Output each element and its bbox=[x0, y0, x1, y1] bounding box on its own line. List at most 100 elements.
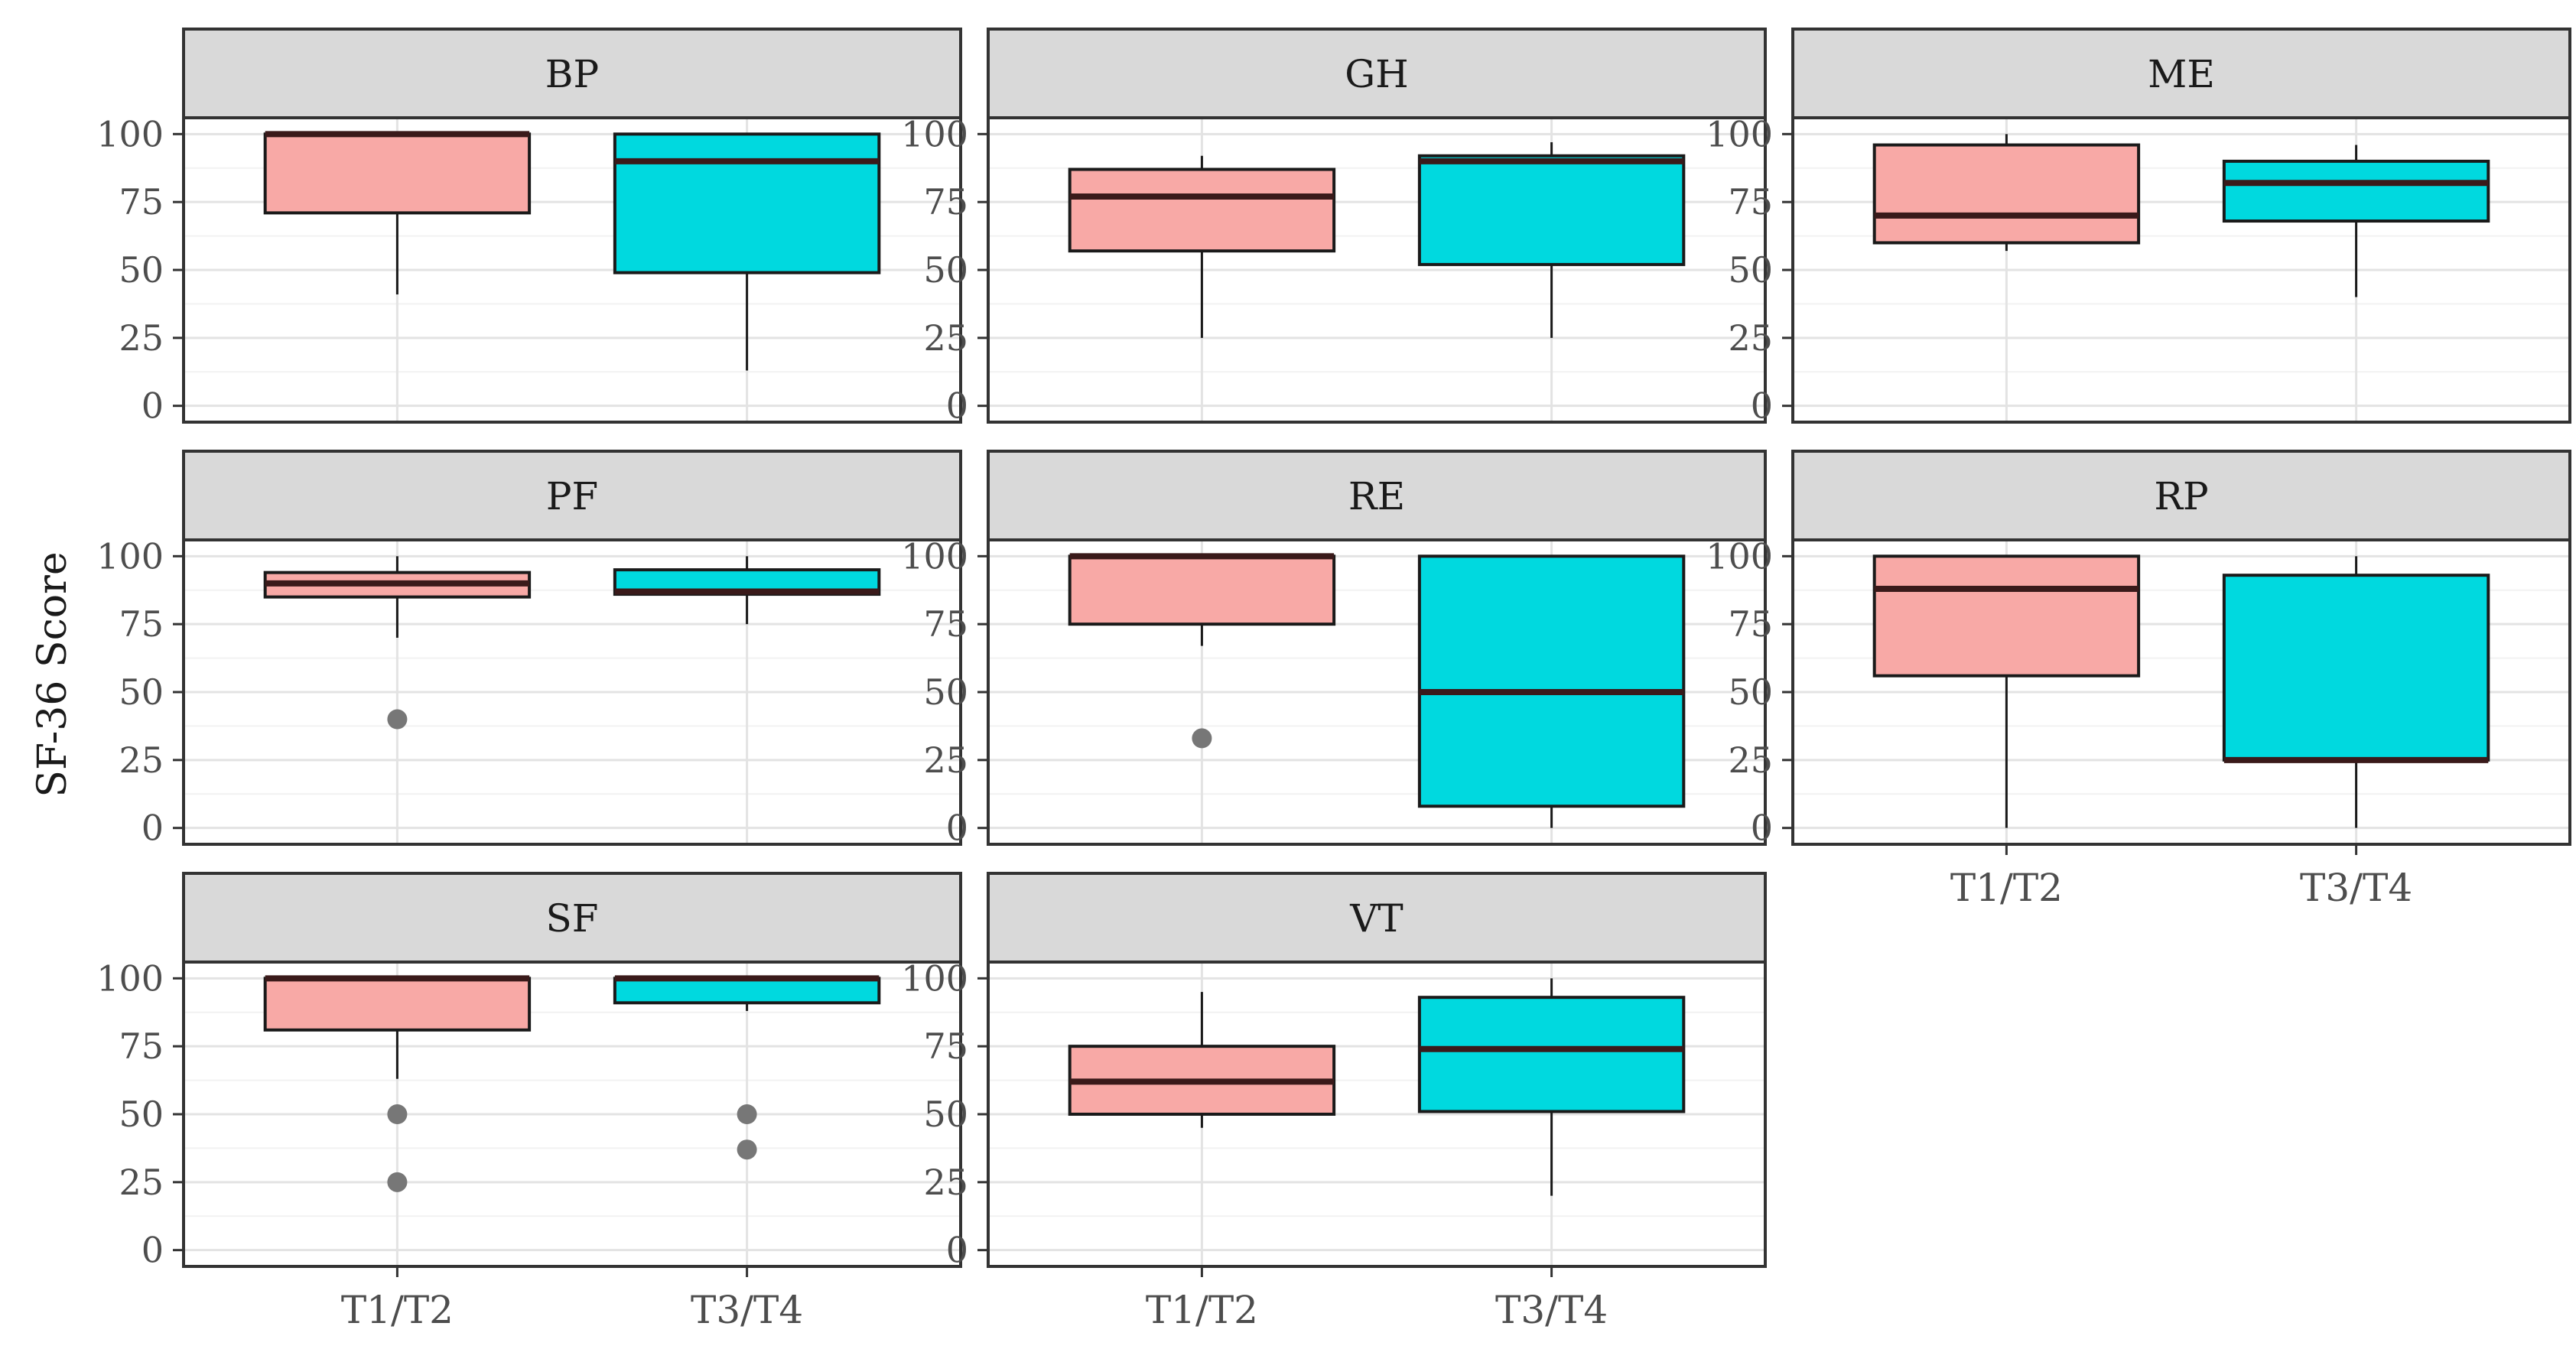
panel-RP: RP 0 25 50 75 100 T1/T2 T3/T4 bbox=[1706, 450, 2571, 910]
y-axis-label: SF-36 Score bbox=[30, 551, 76, 797]
y-tick-label: 25 bbox=[119, 740, 164, 781]
panel-PF: PF 0 25 50 75 100 bbox=[96, 450, 962, 849]
box-RE-T3/T4 bbox=[1417, 554, 1686, 828]
y-tick-label: 0 bbox=[946, 385, 968, 427]
box-BP-T3/T4 bbox=[613, 132, 881, 371]
strip-background bbox=[987, 28, 1767, 119]
y-tick-label: 75 bbox=[119, 181, 164, 223]
panels-layer: BP 0 25 50 75 100 GH 0 25 50 75 100 ME 0 25 50 75 100 PF 0 2… bbox=[96, 28, 2571, 1332]
iqr-box bbox=[263, 132, 532, 215]
box-BP-T1/T2 bbox=[263, 131, 532, 294]
y-tick-label: 50 bbox=[923, 1094, 968, 1135]
y-tick-label: 75 bbox=[1728, 181, 1773, 223]
x-tick-label: T1/T2 bbox=[341, 1288, 454, 1332]
strip-label-RE: RE bbox=[1348, 474, 1405, 518]
strip-label-BP: BP bbox=[545, 52, 599, 96]
x-tick-label: T3/T4 bbox=[2300, 866, 2412, 910]
iqr-box bbox=[2222, 159, 2490, 223]
panel-RE: RE 0 25 50 75 100 bbox=[901, 450, 1767, 849]
y-tick-label: 100 bbox=[96, 535, 164, 577]
outlier-point bbox=[737, 1104, 757, 1124]
y-tick-label: 100 bbox=[1706, 535, 1773, 577]
outlier-point bbox=[387, 1172, 408, 1192]
outlier-point bbox=[387, 1104, 408, 1124]
box-GH-T3/T4 bbox=[1417, 141, 1686, 338]
box-SF-T1/T2 bbox=[263, 975, 532, 1192]
y-tick-label: 0 bbox=[946, 1230, 968, 1271]
iqr-box bbox=[2222, 574, 2490, 762]
strip-label-GH: GH bbox=[1345, 52, 1409, 96]
iqr-box bbox=[1417, 554, 1686, 808]
strip-background bbox=[182, 450, 962, 541]
iqr-box bbox=[613, 132, 881, 275]
strip-background bbox=[987, 872, 1767, 964]
y-tick-label: 50 bbox=[1728, 671, 1773, 713]
strip-label-PF: PF bbox=[546, 474, 598, 518]
box-RP-T1/T2 bbox=[1872, 554, 2141, 828]
strip-background bbox=[1791, 28, 2571, 119]
iqr-box bbox=[1417, 154, 1686, 266]
y-tick-label: 50 bbox=[119, 249, 164, 291]
y-tick-label: 25 bbox=[1728, 740, 1773, 781]
strip-label-ME: ME bbox=[2148, 52, 2215, 96]
y-tick-label: 100 bbox=[901, 113, 968, 154]
iqr-box bbox=[613, 977, 881, 1005]
y-tick-label: 25 bbox=[923, 1162, 968, 1203]
y-tick-label: 50 bbox=[923, 671, 968, 713]
strip-background bbox=[1791, 450, 2571, 541]
box-ME-T1/T2 bbox=[1872, 134, 2141, 252]
panel-VT: VT 0 25 50 75 100 T1/T2 T3/T4 bbox=[901, 872, 1767, 1332]
box-ME-T3/T4 bbox=[2222, 145, 2490, 297]
y-tick-label: 0 bbox=[141, 1230, 164, 1271]
y-tick-label: 0 bbox=[1751, 808, 1773, 849]
strip-label-SF: SF bbox=[546, 896, 599, 941]
y-tick-label: 0 bbox=[946, 808, 968, 849]
y-tick-label: 100 bbox=[96, 957, 164, 999]
box-PF-T1/T2 bbox=[263, 556, 532, 730]
box-SF-T3/T4 bbox=[613, 975, 881, 1160]
box-RP-T3/T4 bbox=[2222, 556, 2490, 828]
y-tick-label: 25 bbox=[1728, 317, 1773, 359]
y-tick-label: 25 bbox=[923, 740, 968, 781]
x-tick-label: T1/T2 bbox=[1950, 866, 2063, 910]
panel-BP: BP 0 25 50 75 100 bbox=[96, 28, 962, 427]
iqr-box bbox=[1872, 143, 2141, 245]
x-tick-label: T1/T2 bbox=[1146, 1288, 1258, 1332]
strip-background bbox=[987, 450, 1767, 541]
strip-label-RP: RP bbox=[2154, 474, 2208, 518]
iqr-box bbox=[1068, 554, 1336, 626]
strip-background bbox=[182, 28, 962, 119]
strip-label-VT: VT bbox=[1349, 896, 1403, 941]
y-tick-label: 100 bbox=[1706, 113, 1773, 154]
box-VT-T1/T2 bbox=[1068, 992, 1336, 1128]
y-tick-label: 0 bbox=[141, 385, 164, 427]
y-tick-label: 50 bbox=[119, 671, 164, 713]
box-PF-T3/T4 bbox=[613, 556, 881, 625]
iqr-box bbox=[1872, 554, 2141, 678]
y-tick-label: 75 bbox=[1728, 603, 1773, 645]
outlier-point bbox=[387, 709, 408, 730]
y-tick-label: 75 bbox=[923, 1026, 968, 1067]
y-tick-label: 75 bbox=[119, 1026, 164, 1067]
box-VT-T3/T4 bbox=[1417, 978, 1686, 1196]
y-tick-label: 50 bbox=[1728, 249, 1773, 291]
iqr-box bbox=[1068, 167, 1336, 253]
y-tick-label: 25 bbox=[923, 317, 968, 359]
iqr-box bbox=[263, 977, 532, 1032]
y-tick-label: 100 bbox=[96, 113, 164, 154]
x-tick-label: T3/T4 bbox=[1495, 1288, 1608, 1332]
panel-GH: GH 0 25 50 75 100 bbox=[901, 28, 1767, 427]
y-tick-label: 25 bbox=[119, 317, 164, 359]
y-tick-label: 25 bbox=[119, 1162, 164, 1203]
y-tick-label: 0 bbox=[141, 808, 164, 849]
box-GH-T1/T2 bbox=[1068, 155, 1336, 338]
y-tick-label: 100 bbox=[901, 957, 968, 999]
y-tick-label: 75 bbox=[923, 603, 968, 645]
panel-SF: SF 0 25 50 75 100 T1/T2 T3/T4 bbox=[96, 872, 962, 1332]
box-RE-T1/T2 bbox=[1068, 553, 1336, 749]
y-tick-label: 75 bbox=[119, 603, 164, 645]
x-tick-label: T3/T4 bbox=[691, 1288, 803, 1332]
y-tick-label: 75 bbox=[923, 181, 968, 223]
outlier-point bbox=[737, 1139, 757, 1160]
